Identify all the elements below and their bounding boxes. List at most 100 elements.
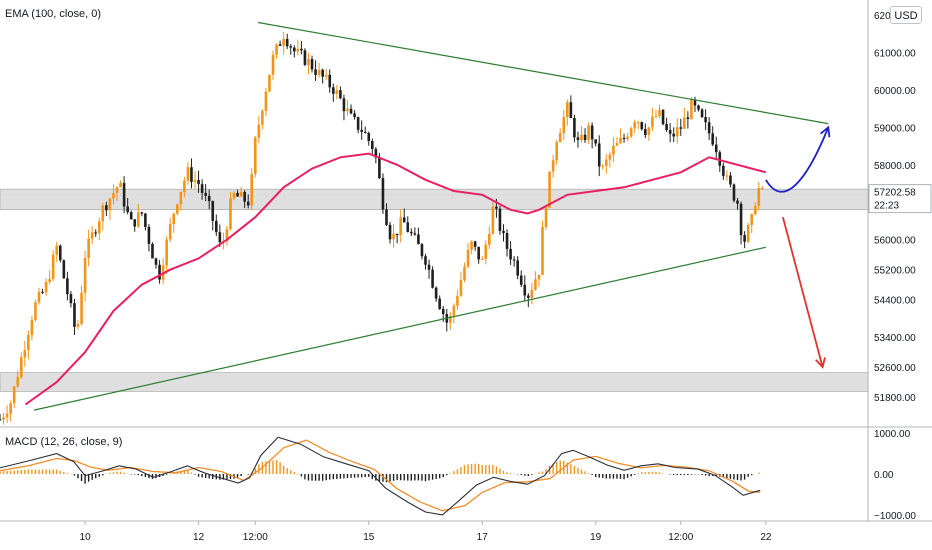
- candle-body: [186, 167, 190, 181]
- candle-body: [410, 231, 413, 234]
- candle: [761, 186, 764, 190]
- time-tick-label: 10: [80, 532, 92, 543]
- last-price-badge: [868, 184, 932, 214]
- candle-body: [317, 69, 321, 75]
- candle-body: [367, 132, 371, 141]
- bearish-path-curve: [782, 216, 824, 368]
- candle: [62, 259, 66, 279]
- candle: [640, 121, 644, 131]
- candle: [725, 170, 729, 181]
- candle-body: [90, 232, 94, 239]
- candle-body: [328, 74, 332, 88]
- time-tick-label: 15: [363, 532, 375, 543]
- candle: [204, 184, 207, 202]
- candle: [346, 99, 349, 116]
- candle: [612, 137, 615, 162]
- candle: [200, 179, 204, 200]
- candle-body: [246, 201, 250, 206]
- candle: [342, 94, 346, 121]
- candle: [665, 117, 668, 132]
- candle-body: [402, 217, 406, 223]
- candle-body: [534, 279, 537, 290]
- candle-body: [101, 205, 105, 222]
- candle-body: [51, 254, 55, 279]
- candle: [672, 127, 675, 143]
- candle-body: [456, 295, 459, 306]
- candle: [463, 262, 466, 283]
- candle-body: [395, 233, 399, 236]
- candle: [498, 205, 502, 235]
- candle: [473, 240, 477, 251]
- candle: [246, 194, 250, 209]
- candle: [158, 260, 161, 284]
- candle: [9, 400, 12, 422]
- candle-body: [314, 69, 317, 75]
- candle: [332, 83, 335, 102]
- candle: [87, 229, 90, 267]
- candle: [410, 228, 413, 237]
- candle-body: [261, 110, 264, 125]
- candle: [193, 171, 197, 189]
- macd-indicator-label[interactable]: MACD (12, 26, close, 9): [5, 436, 122, 448]
- candle-body: [441, 308, 445, 315]
- ema-line: [24, 152, 767, 406]
- candle-body: [211, 201, 215, 221]
- candle: [566, 99, 569, 126]
- candle-body: [34, 302, 37, 320]
- candle: [434, 286, 438, 302]
- candle: [321, 68, 324, 84]
- candle-body: [83, 257, 87, 293]
- candle: [278, 40, 282, 47]
- candle: [243, 190, 246, 209]
- support-zone: [0, 372, 869, 392]
- candle: [186, 162, 190, 185]
- candle: [516, 256, 519, 280]
- candle-body: [133, 219, 137, 227]
- time-tick-label: 12:00: [243, 532, 268, 543]
- candle-body: [115, 187, 119, 193]
- candle: [757, 181, 761, 211]
- candle: [523, 275, 527, 302]
- candle: [371, 138, 374, 155]
- candles: [0, 31, 764, 425]
- candle-body: [711, 133, 714, 145]
- candle: [183, 176, 186, 198]
- candle-body: [193, 180, 197, 182]
- projection-arrows: [765, 125, 831, 369]
- candle: [622, 133, 626, 143]
- candle-body: [736, 200, 739, 204]
- candle: [605, 154, 608, 174]
- candle-body: [488, 233, 491, 245]
- price-tick-label: 59000.00: [874, 123, 916, 134]
- candle-body: [714, 144, 718, 153]
- candle-body: [406, 222, 410, 232]
- candle-body: [722, 165, 725, 176]
- candle: [413, 227, 417, 236]
- candle-body: [175, 204, 179, 214]
- price-tick-label: 61000.00: [874, 48, 916, 59]
- candle: [714, 136, 718, 159]
- candle: [239, 186, 243, 197]
- candle-body: [119, 183, 122, 188]
- candle: [214, 214, 218, 236]
- candle-body: [523, 284, 527, 296]
- candle-body: [693, 99, 697, 106]
- candle: [395, 233, 399, 244]
- candle: [661, 109, 665, 126]
- ema-indicator-label[interactable]: EMA (100, close, 0): [5, 8, 101, 20]
- currency-badge[interactable]: USD: [890, 6, 922, 24]
- candle: [558, 128, 562, 143]
- candle-body: [420, 244, 424, 257]
- candle-body: [12, 386, 16, 404]
- candle-body: [424, 256, 427, 265]
- candle-body: [590, 125, 594, 140]
- candle-body: [704, 116, 707, 123]
- candle-body: [356, 117, 360, 130]
- candle-body: [48, 278, 51, 282]
- candle: [668, 123, 672, 143]
- candle: [693, 96, 697, 112]
- candle-body: [558, 133, 562, 143]
- candle: [700, 108, 704, 119]
- candle: [590, 122, 594, 149]
